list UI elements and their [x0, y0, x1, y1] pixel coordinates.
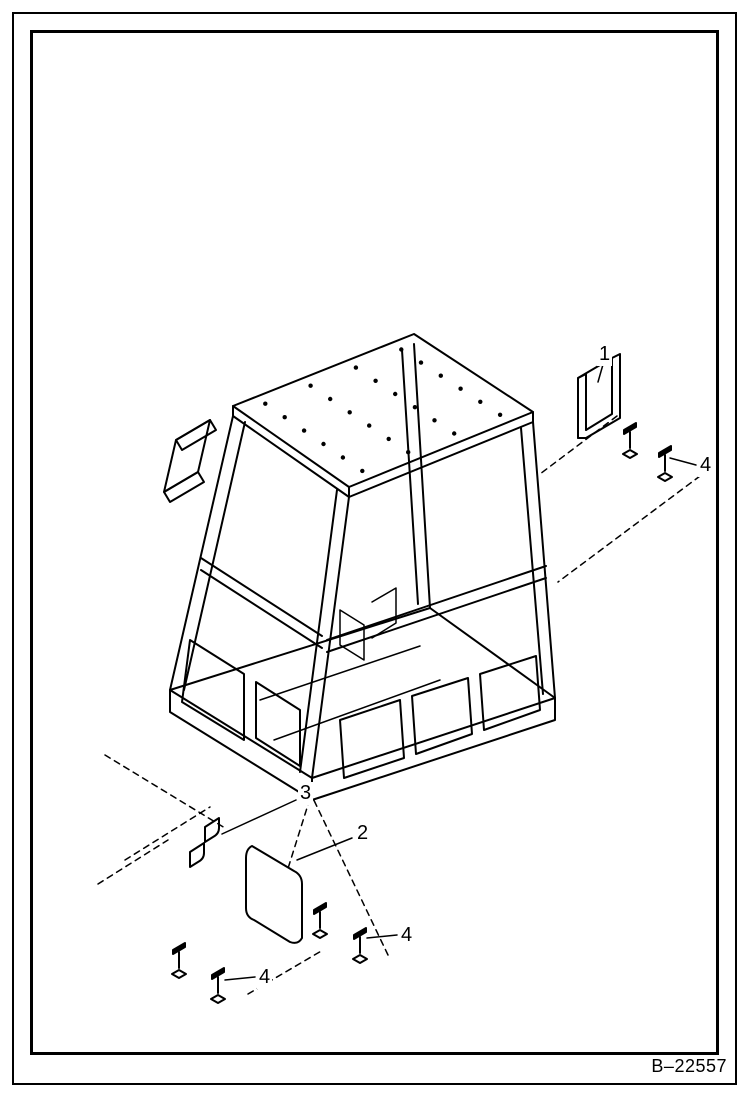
- callout-label-4a: 4: [698, 454, 713, 477]
- document-id: B–22557: [651, 1056, 727, 1077]
- inner-frame: [30, 30, 719, 1055]
- callout-label-3: 3: [298, 782, 313, 805]
- page: 1 4 3 2 4 4 B–22557: [0, 0, 749, 1097]
- callout-label-2: 2: [355, 822, 370, 845]
- callout-label-4c: 4: [257, 966, 272, 989]
- callout-label-4b: 4: [399, 924, 414, 947]
- callout-label-1: 1: [597, 343, 612, 366]
